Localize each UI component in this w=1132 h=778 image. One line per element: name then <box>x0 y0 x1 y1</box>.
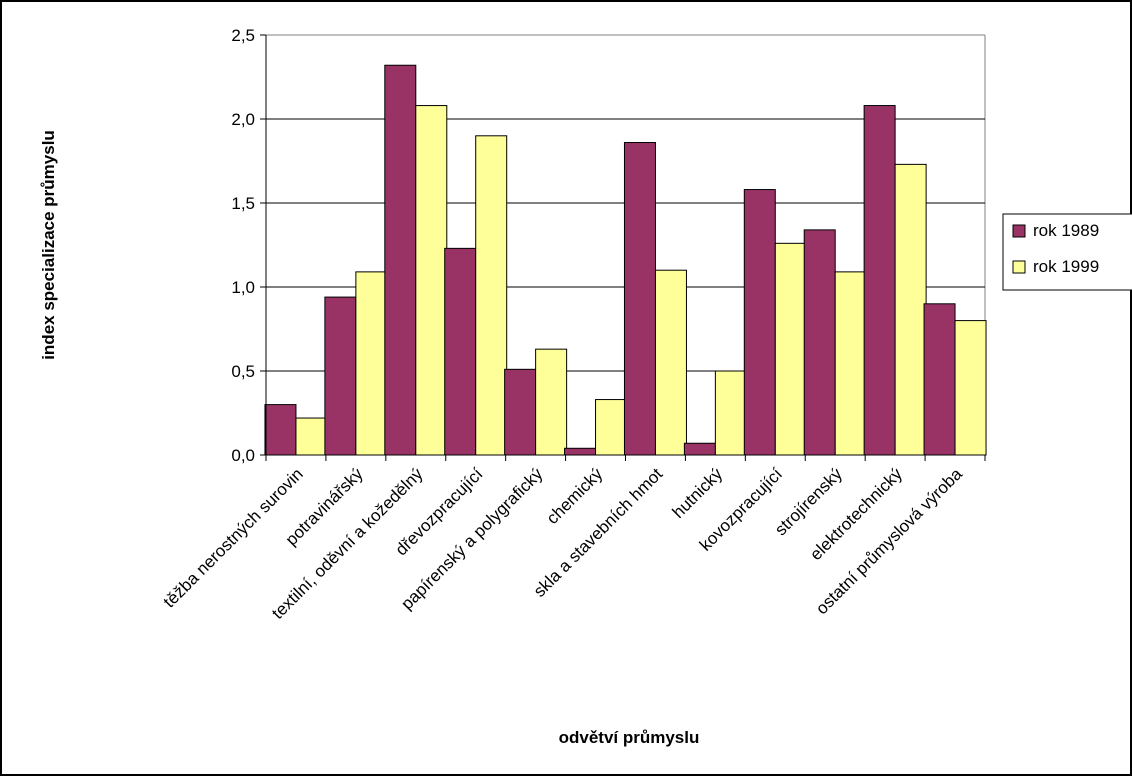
bar-1989 <box>863 105 896 456</box>
bar-1989 <box>923 303 956 456</box>
legend: rok 1989 rok 1999 <box>1002 213 1132 291</box>
bar-1999 <box>295 417 328 456</box>
bar-1989 <box>444 247 477 456</box>
bar-1999 <box>475 135 508 456</box>
bar-1999 <box>774 242 807 456</box>
y-tick-label: 2,5 <box>231 26 255 45</box>
y-tick-label: 1,5 <box>231 194 255 213</box>
bar-1989 <box>683 442 716 456</box>
bar-1999 <box>834 271 867 456</box>
y-tick-label: 0,0 <box>231 446 255 465</box>
bar-1999 <box>355 271 388 456</box>
x-tick-label: hutnický <box>669 464 727 522</box>
y-tick-label: 1,0 <box>231 278 255 297</box>
bar-1999 <box>714 370 747 456</box>
bars <box>264 64 987 456</box>
y-tick-label: 2,0 <box>231 110 255 129</box>
bar-1989 <box>803 229 836 456</box>
x-axis-title: odvětví průmyslu <box>559 728 700 747</box>
bar-1999 <box>894 163 927 456</box>
bar-1989 <box>264 404 297 456</box>
bar-1999 <box>954 320 987 456</box>
bar-1989 <box>324 296 357 456</box>
legend-label-1989: rok 1989 <box>1033 221 1099 240</box>
bar-1999 <box>595 399 628 456</box>
axes <box>260 34 986 461</box>
legend-swatch-1989 <box>1012 224 1026 238</box>
bar-1989 <box>504 368 537 456</box>
x-tick-label: chemický <box>543 464 607 528</box>
bar-1999 <box>535 348 568 456</box>
y-axis-title: index specializace průmyslu <box>39 130 58 360</box>
bar-1989 <box>564 447 597 456</box>
bar-1999 <box>654 269 687 456</box>
y-tick-label: 0,5 <box>231 362 255 381</box>
legend-label-1999: rok 1999 <box>1033 257 1099 276</box>
legend-swatch-1999 <box>1012 260 1026 274</box>
bar-1999 <box>415 105 448 456</box>
bar-1989 <box>623 142 656 456</box>
bar-1989 <box>743 189 776 456</box>
bar-1989 <box>384 64 417 456</box>
